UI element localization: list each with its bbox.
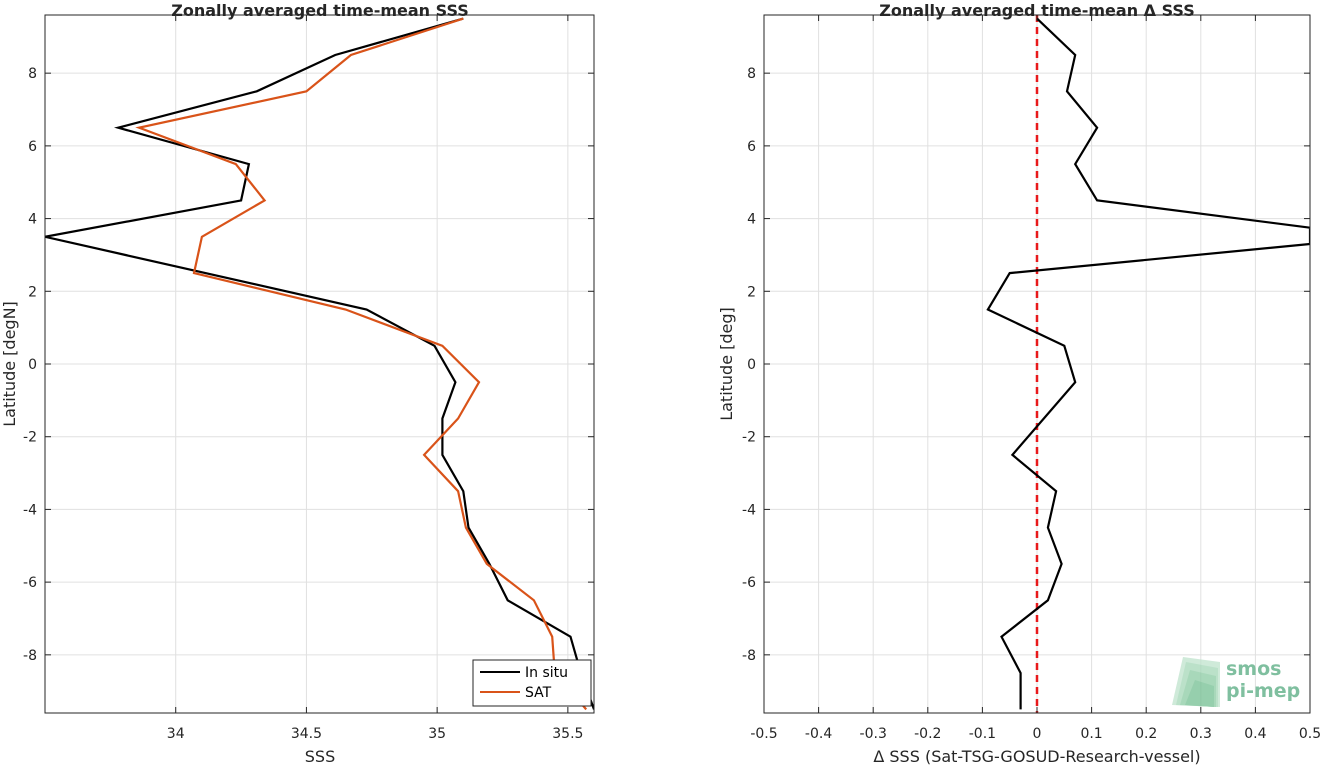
y-tick-label: -4 — [23, 502, 37, 518]
x-tick-label: 0 — [1033, 726, 1042, 742]
sat-line — [135, 17, 588, 711]
y-tick-label: 2 — [28, 284, 37, 300]
sss-axes-box — [44, 14, 595, 714]
x-tick-label: 34 — [167, 726, 185, 742]
legend-label-sat: SAT — [525, 685, 552, 701]
delta-x-ticks: -0.5 -0.4 -0.3 -0.2 -0.1 0 0.1 0.2 0.3 0.4 0.5 — [750, 15, 1321, 742]
y-tick-label: -6 — [23, 575, 37, 591]
y-tick-label: -8 — [23, 648, 37, 664]
x-tick-label: 0.1 — [1080, 726, 1102, 742]
delta-axes-box — [763, 14, 1311, 714]
sss-legend: In situ SAT — [472, 659, 592, 707]
x-tick-label: 0.4 — [1244, 726, 1266, 742]
x-tick-label: 0.3 — [1190, 726, 1212, 742]
x-tick-label: -0.5 — [750, 726, 777, 742]
smos-pimep-logo: smos pi-mep — [1172, 657, 1300, 707]
x-tick-label: 35.5 — [552, 726, 583, 742]
y-tick-label: 0 — [747, 357, 756, 373]
sss-panel: Zonally averaged time-mean SSS 34 34.5 35 3… — [0, 1, 595, 765]
y-tick-label: -2 — [742, 430, 756, 446]
in-situ-line — [45, 17, 594, 710]
y-tick-label: -6 — [742, 575, 756, 591]
x-tick-label: -0.4 — [805, 726, 832, 742]
legend-box — [472, 659, 592, 707]
legend-label-in-situ: In situ — [525, 665, 568, 681]
y-tick-label: 2 — [747, 284, 756, 300]
logo-text-smos: smos — [1226, 658, 1281, 680]
y-tick-label: 8 — [747, 66, 756, 82]
y-tick-label: 6 — [28, 139, 37, 155]
delta-series — [986, 17, 1310, 710]
delta-y-label: Latitude [deg] — [717, 307, 736, 421]
delta-x-label: Δ SSS (Sat-TSG-GOSUD-Research-vessel) — [873, 747, 1200, 765]
x-tick-label: -0.2 — [914, 726, 941, 742]
delta-y-ticks: -8 -6 -4 -2 0 2 4 6 8 — [742, 66, 1310, 664]
y-tick-label: 4 — [747, 212, 756, 228]
sss-panel-title: Zonally averaged time-mean SSS — [171, 1, 469, 20]
sss-grid — [45, 15, 594, 713]
y-tick-label: -2 — [23, 430, 37, 446]
sss-y-ticks: -8 -6 -4 -2 0 2 4 6 8 — [23, 66, 594, 664]
delta-sss-panel: Zonally averaged time-mean Δ SSS -0.5 -0.… — [717, 1, 1321, 765]
sss-y-label: Latitude [degN] — [0, 301, 19, 427]
delta-line — [986, 17, 1310, 710]
logo-graphic — [1172, 657, 1220, 707]
y-tick-label: -4 — [742, 502, 756, 518]
y-tick-label: 8 — [28, 66, 37, 82]
logo-text-pimep: pi-mep — [1226, 680, 1300, 702]
x-tick-label: -0.3 — [860, 726, 887, 742]
y-tick-label: 6 — [747, 139, 756, 155]
x-tick-label: 35 — [428, 726, 446, 742]
sss-series — [45, 17, 594, 711]
sss-x-ticks: 34 34.5 35 35.5 — [167, 15, 583, 742]
x-tick-label: 0.5 — [1299, 726, 1321, 742]
x-tick-label: 0.2 — [1135, 726, 1157, 742]
x-tick-label: 34.5 — [291, 726, 322, 742]
x-tick-label: -0.1 — [969, 726, 996, 742]
sss-x-label: SSS — [305, 747, 335, 765]
y-tick-label: -8 — [742, 648, 756, 664]
y-tick-label: 4 — [28, 212, 37, 228]
y-tick-label: 0 — [28, 357, 37, 373]
